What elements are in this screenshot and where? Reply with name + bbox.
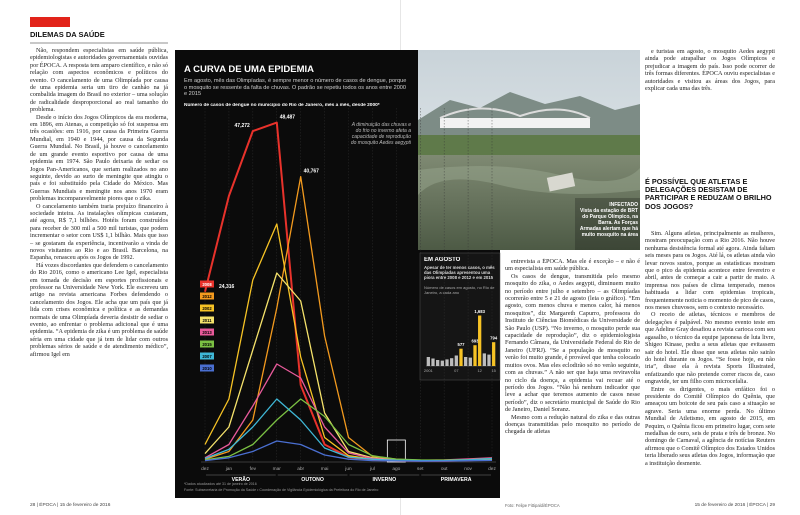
- chart-title: A CURVA DE UMA EPIDEMIA: [184, 64, 315, 75]
- bar: [450, 358, 454, 366]
- legend-swatch: [200, 304, 214, 312]
- chart-subtitle: Em agosto, mês das Olimpíadas, é sempre …: [184, 78, 407, 98]
- paragraph: O receio de atletas, técnicos e membros …: [645, 311, 775, 386]
- bar: [492, 342, 496, 366]
- season-label: VERÃO: [232, 476, 250, 483]
- section-flag: [30, 17, 70, 27]
- value-label: 794: [490, 336, 498, 341]
- right-intro: e turistas em agosto, o mosquito Aedes a…: [645, 48, 775, 176]
- paragraph: Há vozes discordantes que defendem o can…: [30, 261, 168, 358]
- x-tick-label: jul: [369, 466, 375, 472]
- paragraph: Não, respondem especialistas em saúde pú…: [30, 47, 168, 114]
- value-label: 1,683: [474, 309, 485, 314]
- caption-label: INFECTADO: [609, 202, 638, 208]
- paragraph: O cancelamento também traria prejuízo fi…: [30, 202, 168, 262]
- value-label: 47,272: [235, 123, 251, 129]
- right-heading: É POSSÍVEL QUE ATLETAS E DELEGAÇÕES DESI…: [645, 177, 772, 211]
- legend-swatch: [200, 280, 214, 288]
- footer-right: 15 de fevereiro de 2016 | ÉPOCA | 29: [694, 503, 775, 508]
- bar: [459, 348, 463, 366]
- legend-label: 2011: [202, 318, 212, 323]
- paragraph: entrevista a ÉPOCA. Mas ele é exceção – …: [505, 258, 640, 273]
- chart-note: *Dados atualizados até 31 de janeiro de …: [184, 482, 257, 486]
- paragraph: Mesmo com a redução natural do zika e da…: [505, 413, 640, 436]
- photo: [418, 50, 640, 250]
- caption-text: Vista da estação de BRT do Parque Olímpi…: [579, 208, 638, 238]
- bar: [482, 353, 486, 366]
- x-tick-label: ago: [392, 467, 400, 472]
- x-tick-label: 2001: [424, 368, 434, 373]
- footer-left: 28 | ÉPOCA | 15 de fevereiro de 2016: [30, 503, 111, 508]
- bar: [440, 360, 444, 366]
- legend-label: 2010: [202, 366, 212, 371]
- bar: [426, 357, 430, 366]
- x-tick-label: jan: [225, 466, 233, 472]
- x-tick-label: dez: [201, 466, 209, 472]
- series-line: [204, 440, 493, 462]
- paragraph: Entre os dirigentes, o mais enfático foi…: [645, 385, 775, 467]
- x-tick-label: nov: [464, 467, 472, 472]
- legend-swatch: [200, 292, 214, 300]
- inset-title: EM AGOSTO: [424, 257, 461, 263]
- legend-swatch: [200, 340, 214, 348]
- bar: [454, 355, 458, 366]
- inset-axis-label: Número de casos em agosto, no Rio de Jan…: [424, 286, 495, 295]
- legend-swatch: [200, 328, 214, 336]
- chart-axis-label: Número de casos de dengue no município d…: [184, 103, 380, 108]
- section-title: DILEMAS DA SAÚDE: [30, 30, 105, 39]
- middle-column: entrevista a ÉPOCA. Mas ele é exceção – …: [505, 258, 640, 496]
- bar: [473, 345, 477, 366]
- bar: [468, 357, 472, 366]
- inset-subtitle: Apesar de ter menos casos, o mês das Oli…: [424, 265, 495, 281]
- bar: [487, 354, 491, 366]
- chart-annotation: A diminuição das chuvas e do frio no inv…: [350, 122, 411, 146]
- x-tick-label: abr: [297, 466, 304, 472]
- value-label: 24,316: [219, 284, 235, 290]
- season-label: PRIMAVERA: [441, 477, 472, 483]
- paragraph: Sim. Alguns atletas, principalmente as m…: [645, 230, 775, 312]
- legend-label: 2002: [202, 306, 212, 311]
- left-column: Não, respondem especialistas em saúde pú…: [30, 47, 168, 494]
- season-label: INVERNO: [373, 477, 397, 483]
- photo-caption: INFECTADO Vista da estação de BRT do Par…: [578, 202, 638, 238]
- x-tick-label: 12: [477, 368, 482, 373]
- bar: [431, 358, 435, 366]
- value-label: 693: [472, 339, 480, 344]
- season-label: OUTONO: [301, 477, 324, 483]
- x-tick-label: set: [417, 466, 424, 472]
- olympics-highlight: [386, 439, 406, 463]
- legend-swatch: [200, 316, 214, 324]
- legend-label: 2007: [202, 354, 212, 359]
- bar: [478, 315, 482, 366]
- paragraph: Os casos de dengue, transmitida pelo mes…: [505, 272, 640, 414]
- bar: [464, 357, 468, 366]
- x-tick-label: dez: [488, 466, 496, 472]
- legend-label: 2008: [202, 282, 212, 287]
- chart-source: Fonte: Subsecretaria de Promoção da Saúd…: [184, 488, 379, 492]
- x-tick-label: mar: [273, 466, 282, 472]
- value-label: 48,487: [280, 115, 296, 121]
- x-tick-label: jun: [344, 466, 352, 472]
- x-tick-label: out: [441, 466, 448, 472]
- x-tick-label: mai: [321, 466, 329, 472]
- paragraph: Desde o início dos Jogos Olímpicos da er…: [30, 113, 168, 203]
- paragraph: e turistas em agosto, o mosquito Aedes a…: [645, 48, 775, 93]
- legend-label: 2015: [202, 342, 212, 347]
- x-tick-label: 15: [491, 368, 496, 373]
- value-label: 577: [458, 342, 466, 347]
- photo-credit: Foto: Felipe Fittipaldi/ÉPOCA: [505, 503, 560, 508]
- bar: [445, 359, 449, 366]
- legend-label: 2012: [202, 294, 212, 299]
- legend-swatch: [200, 364, 214, 372]
- value-label: 40,767: [304, 169, 320, 175]
- legend-label: 2013: [202, 330, 212, 335]
- x-tick-label: fev: [250, 466, 257, 472]
- bar: [436, 360, 440, 366]
- legend-swatch: [200, 352, 214, 360]
- x-tick-label: 07: [454, 368, 459, 373]
- right-column: Sim. Alguns atletas, principalmente as m…: [645, 230, 775, 496]
